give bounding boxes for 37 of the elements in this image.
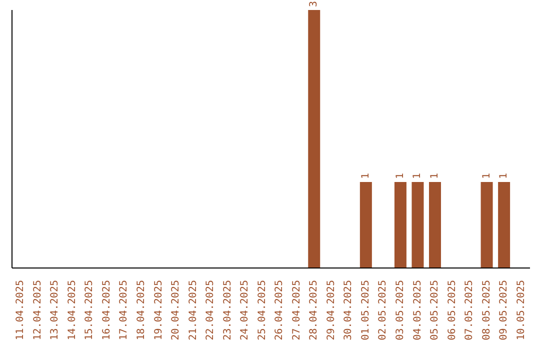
x-tick-label: 09.05.2025 (498, 280, 510, 340)
x-tick-label: 29.04.2025 (326, 280, 337, 340)
x-tick-label: 25.04.2025 (256, 280, 268, 340)
data-label: 3 (308, 0, 320, 7)
data-label: 1 (429, 172, 440, 179)
x-tick-label: 13.04.2025 (50, 280, 61, 340)
x-tick-label: 16.04.2025 (101, 280, 112, 340)
x-tick-label: 18.04.2025 (136, 280, 147, 340)
x-tick-label: 12.04.2025 (32, 280, 44, 340)
x-tick-label: 26.04.2025 (274, 280, 286, 340)
x-tick-label: 04.05.2025 (412, 280, 424, 340)
data-label: 1 (394, 172, 406, 179)
x-tick-label: 23.04.2025 (222, 280, 234, 340)
x-tick-label: 27.04.2025 (291, 280, 302, 340)
x-tick-label: 30.04.2025 (343, 280, 354, 340)
x-tick-label: 08.05.2025 (481, 280, 492, 340)
x-tick-label: 06.05.2025 (446, 280, 458, 340)
x-tick-label: 21.04.2025 (188, 280, 199, 340)
x-tick-label: 15.04.2025 (84, 280, 96, 340)
x-tick-label: 11.04.2025 (15, 280, 26, 340)
x-tick-label: 24.04.2025 (240, 280, 251, 340)
data-label: 1 (360, 172, 372, 179)
data-label: 1 (412, 172, 424, 179)
x-tick-label: 05.05.2025 (430, 280, 441, 340)
x-tick-label: 10.05.2025 (516, 280, 527, 340)
x-tick-label: 07.05.2025 (464, 280, 476, 340)
x-tick-label: 03.05.2025 (395, 280, 406, 340)
x-tick-label: 20.04.2025 (170, 280, 182, 340)
x-tick-label: 01.05.2025 (360, 280, 372, 340)
x-tick-label: 14.04.2025 (66, 280, 78, 340)
data-label: 1 (498, 172, 510, 179)
x-tick-label: 19.04.2025 (153, 280, 164, 340)
x-tick-label: 28.04.2025 (308, 280, 320, 340)
data-label: 1 (481, 172, 492, 179)
x-tick-label: 22.04.2025 (205, 280, 216, 340)
x-tick-label: 17.04.2025 (118, 280, 130, 340)
x-tick-label: 02.05.2025 (378, 280, 389, 340)
